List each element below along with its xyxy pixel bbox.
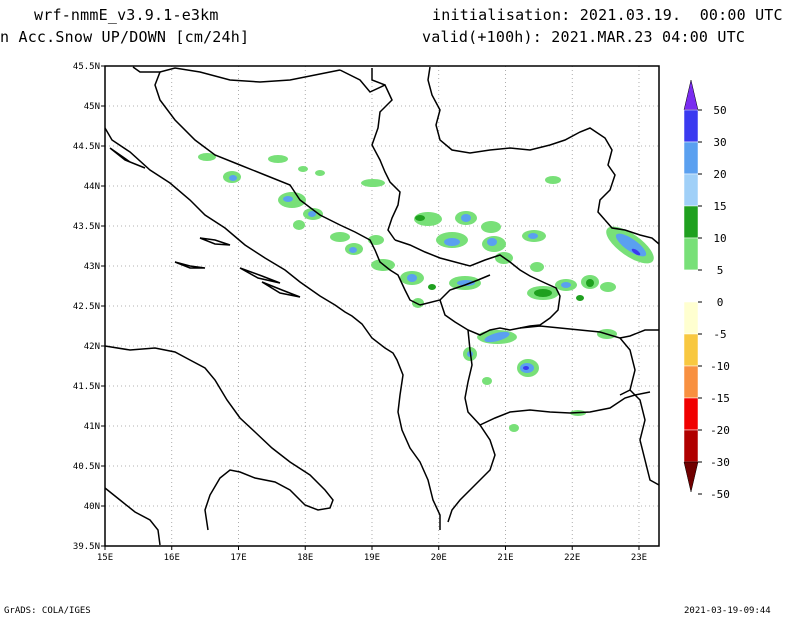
legend-label: 50 bbox=[713, 104, 726, 117]
axis-labels: 45.5N 45N 44.5N 44N 43.5N 43N 42.5N 42N 41.5N 41N… bbox=[73, 62, 647, 563]
legend-label: -10 bbox=[710, 360, 730, 373]
lon-label: 16E bbox=[164, 553, 180, 563]
footer-credit: GrADS: COLA/IGES bbox=[4, 606, 91, 616]
legend-box bbox=[683, 205, 699, 239]
coastline-border-layer bbox=[104, 66, 660, 546]
lat-label: 45.5N bbox=[73, 62, 100, 72]
lon-label: 22E bbox=[564, 553, 580, 563]
lon-label: 20E bbox=[431, 553, 447, 563]
lat-label: 42.5N bbox=[73, 302, 100, 312]
lon-label: 21E bbox=[497, 553, 513, 563]
lon-label: 18E bbox=[297, 553, 313, 563]
lat-label: 45N bbox=[84, 102, 100, 112]
legend-label: -30 bbox=[710, 456, 730, 469]
lat-label: 40.5N bbox=[73, 462, 100, 472]
legend-box bbox=[683, 397, 699, 431]
legend-box bbox=[683, 109, 699, 143]
legend-label: 20 bbox=[713, 168, 726, 181]
lon-label: 15E bbox=[97, 553, 113, 563]
legend-label: 5 bbox=[717, 264, 724, 277]
legend-label: -20 bbox=[710, 424, 730, 437]
legend-label: 10 bbox=[713, 232, 726, 245]
snow-field-layer bbox=[198, 153, 654, 432]
legend-box bbox=[683, 269, 699, 303]
legend-box bbox=[683, 141, 699, 175]
legend-bottom-arrow bbox=[683, 461, 699, 493]
grid-lines bbox=[105, 66, 659, 546]
legend-label: 0 bbox=[717, 296, 724, 309]
legend-label: -5 bbox=[713, 328, 726, 341]
lat-label: 44.5N bbox=[73, 142, 100, 152]
lat-label: 41N bbox=[84, 422, 100, 432]
lon-label: 23E bbox=[631, 553, 647, 563]
lon-label: 19E bbox=[364, 553, 380, 563]
legend-box bbox=[683, 365, 699, 399]
legend-label: 15 bbox=[713, 200, 726, 213]
lat-label: 39.5N bbox=[73, 542, 100, 552]
legend-box bbox=[683, 301, 699, 335]
lat-label: 41.5N bbox=[73, 382, 100, 392]
legend-label: -50 bbox=[710, 488, 730, 501]
legend-label: -15 bbox=[710, 392, 730, 405]
lat-label: 42N bbox=[84, 342, 100, 352]
legend-top-arrow bbox=[683, 79, 699, 111]
legend-box bbox=[683, 429, 699, 463]
legend-label: 30 bbox=[713, 136, 726, 149]
lat-label: 40N bbox=[84, 502, 100, 512]
legend-box bbox=[683, 237, 699, 271]
lat-label: 43N bbox=[84, 262, 100, 272]
lat-label: 43.5N bbox=[73, 222, 100, 232]
legend-box bbox=[683, 173, 699, 207]
model-title: wrf-nmmE_v3.9.1-e3km bbox=[34, 6, 219, 24]
valid-time: valid(+100h): 2021.MAR.23 04:00 UTC bbox=[422, 28, 746, 46]
init-time: initialisation: 2021.03.19. 00:00 UTC bbox=[432, 6, 783, 24]
lon-label: 17E bbox=[230, 553, 246, 563]
legend-box bbox=[683, 333, 699, 367]
footer-timestamp: 2021-03-19-09:44 bbox=[684, 606, 771, 616]
field-title: n Acc.Snow UP/DOWN [cm/24h] bbox=[0, 28, 250, 46]
lat-label: 44N bbox=[84, 182, 100, 192]
